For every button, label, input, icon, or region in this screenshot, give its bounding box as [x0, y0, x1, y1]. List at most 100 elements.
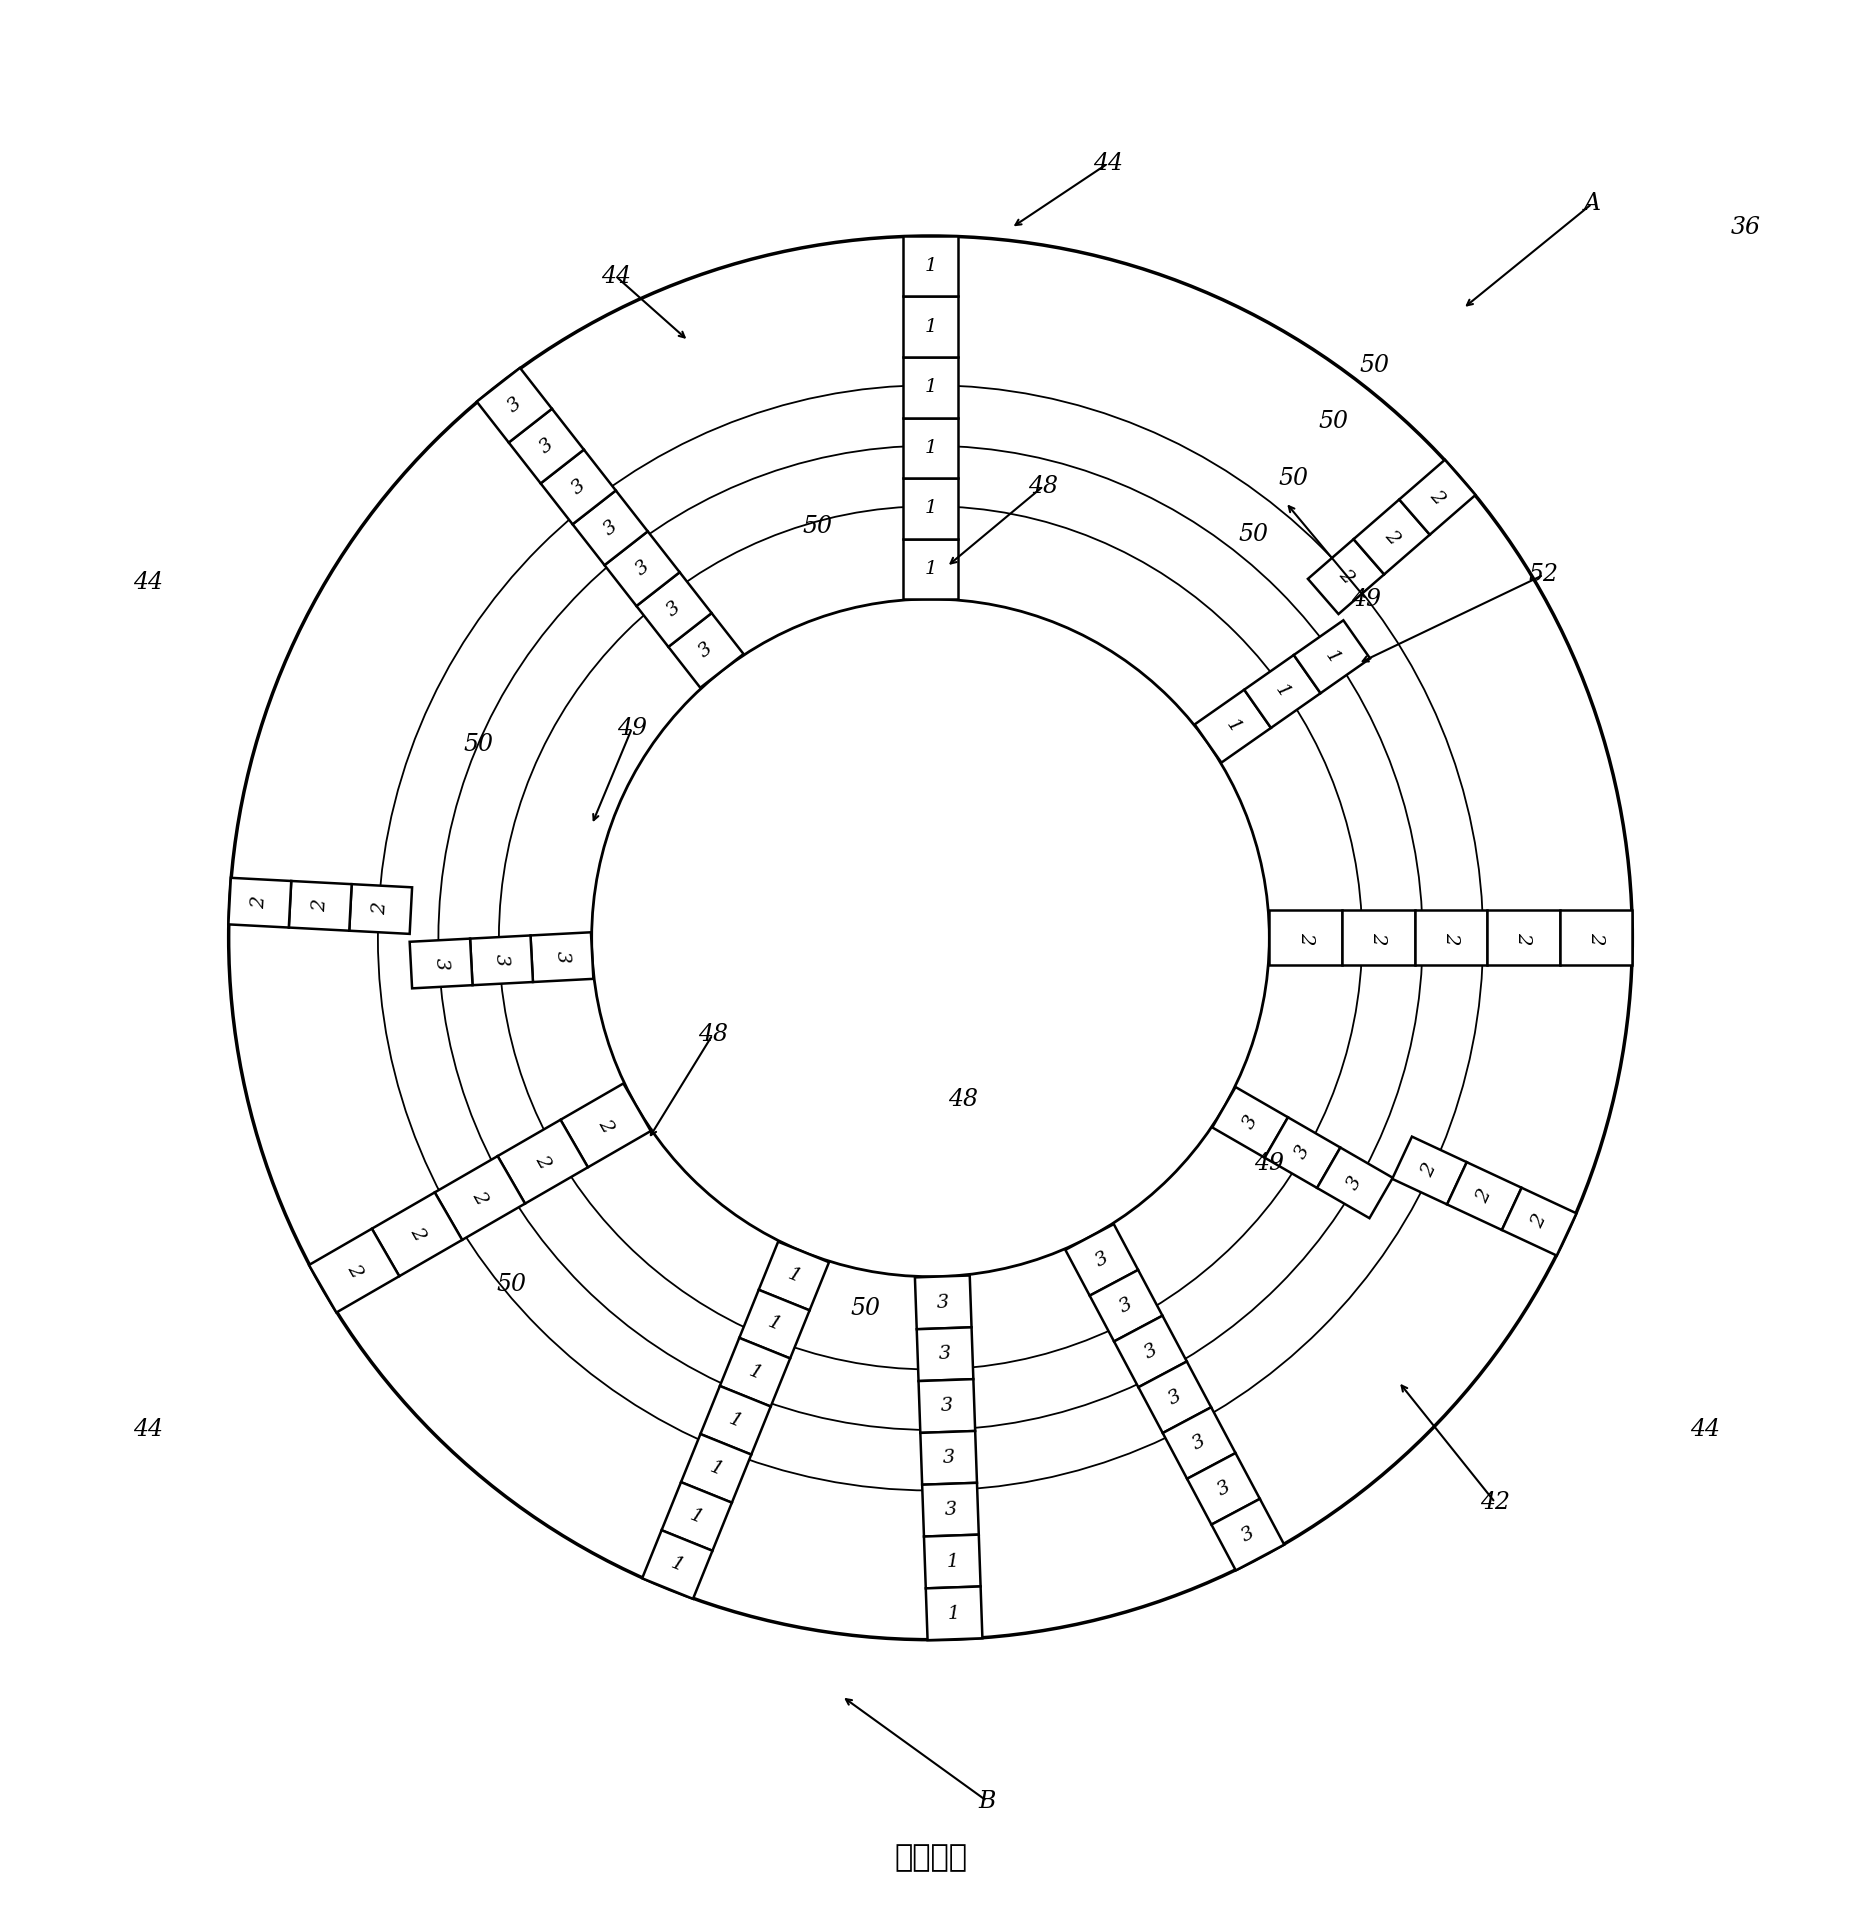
Polygon shape: [720, 1337, 791, 1406]
Text: 48: 48: [947, 1088, 977, 1111]
Text: 2: 2: [1442, 931, 1459, 945]
Text: 50: 50: [850, 1297, 880, 1320]
Text: 3: 3: [942, 1448, 955, 1468]
Text: 1: 1: [925, 318, 936, 335]
Polygon shape: [1091, 1270, 1163, 1341]
Text: 1: 1: [726, 1410, 744, 1431]
Text: 1: 1: [925, 559, 936, 579]
Polygon shape: [605, 531, 679, 605]
Text: 3: 3: [1165, 1387, 1184, 1408]
Polygon shape: [916, 1276, 971, 1330]
Text: 3: 3: [536, 435, 556, 458]
Polygon shape: [700, 1385, 770, 1454]
Polygon shape: [471, 935, 532, 985]
Polygon shape: [1487, 910, 1560, 966]
Text: 50: 50: [1279, 466, 1308, 489]
Polygon shape: [350, 883, 411, 933]
Polygon shape: [1318, 1148, 1392, 1219]
Text: 2: 2: [469, 1188, 491, 1207]
Polygon shape: [508, 408, 584, 483]
Text: 3: 3: [491, 954, 510, 968]
Text: 2: 2: [1370, 931, 1386, 945]
Text: 2: 2: [1381, 527, 1403, 548]
Polygon shape: [661, 1483, 731, 1550]
Text: 3: 3: [1239, 1113, 1262, 1132]
Text: 3: 3: [938, 1345, 951, 1364]
Text: 1: 1: [687, 1506, 705, 1527]
Text: 2: 2: [1515, 931, 1532, 945]
Polygon shape: [309, 1228, 400, 1312]
Text: 2: 2: [1474, 1186, 1494, 1205]
Polygon shape: [1308, 538, 1385, 613]
Text: 49: 49: [1254, 1152, 1284, 1175]
Text: 3: 3: [1213, 1477, 1234, 1500]
Text: 3: 3: [944, 1500, 957, 1519]
Text: 3: 3: [940, 1397, 953, 1416]
Polygon shape: [1392, 1136, 1466, 1205]
Text: 2: 2: [1418, 1161, 1440, 1180]
Polygon shape: [1139, 1362, 1212, 1433]
Polygon shape: [573, 490, 648, 565]
Text: 2: 2: [1427, 487, 1448, 508]
Text: 48: 48: [1029, 475, 1059, 498]
Polygon shape: [288, 881, 352, 931]
Text: 1: 1: [1321, 646, 1344, 667]
Polygon shape: [1064, 1224, 1139, 1295]
Text: 50: 50: [1319, 410, 1349, 433]
Text: 2: 2: [1297, 931, 1314, 945]
Text: 44: 44: [1092, 151, 1122, 174]
Text: 44: 44: [132, 1418, 164, 1441]
Text: 2: 2: [1334, 565, 1357, 586]
Text: 50: 50: [802, 515, 832, 538]
Polygon shape: [739, 1289, 810, 1358]
Text: 50: 50: [1359, 354, 1388, 377]
Polygon shape: [372, 1192, 462, 1276]
Polygon shape: [903, 418, 958, 477]
Text: 1: 1: [785, 1265, 802, 1288]
Polygon shape: [1269, 910, 1342, 966]
Text: 现有技术: 现有技术: [893, 1843, 968, 1872]
Text: 1: 1: [765, 1314, 783, 1335]
Text: 3: 3: [1238, 1523, 1258, 1546]
Text: 1: 1: [1271, 682, 1293, 701]
Polygon shape: [925, 1586, 983, 1640]
Polygon shape: [1212, 1498, 1284, 1571]
Text: 2: 2: [596, 1115, 616, 1136]
Polygon shape: [497, 1119, 588, 1203]
Polygon shape: [1414, 910, 1487, 966]
Polygon shape: [560, 1083, 651, 1167]
Polygon shape: [917, 1328, 973, 1381]
Text: 1: 1: [1223, 717, 1243, 736]
Polygon shape: [229, 878, 292, 927]
Polygon shape: [530, 933, 594, 983]
Text: 44: 44: [1690, 1418, 1720, 1441]
Text: 49: 49: [618, 717, 648, 740]
Polygon shape: [1502, 1188, 1576, 1255]
Text: 50: 50: [497, 1274, 527, 1297]
Polygon shape: [903, 356, 958, 418]
Polygon shape: [1448, 1163, 1522, 1230]
Polygon shape: [1212, 1086, 1288, 1157]
Text: 3: 3: [1189, 1431, 1210, 1454]
Polygon shape: [903, 297, 958, 356]
Text: 49: 49: [1351, 588, 1381, 611]
Polygon shape: [636, 573, 711, 648]
Polygon shape: [1293, 621, 1370, 694]
Text: 52: 52: [1528, 563, 1560, 586]
Text: 3: 3: [568, 475, 588, 498]
Text: 3: 3: [504, 395, 525, 416]
Polygon shape: [1560, 910, 1632, 966]
Text: 2: 2: [372, 902, 391, 916]
Polygon shape: [1245, 655, 1321, 728]
Polygon shape: [1187, 1452, 1260, 1525]
Text: 36: 36: [1731, 217, 1761, 240]
Polygon shape: [542, 450, 616, 525]
Text: 3: 3: [1117, 1295, 1135, 1316]
Polygon shape: [409, 939, 473, 989]
Text: 50: 50: [1238, 523, 1267, 546]
Text: 50: 50: [463, 732, 493, 755]
Polygon shape: [1115, 1316, 1187, 1387]
Polygon shape: [435, 1155, 525, 1240]
Text: 2: 2: [406, 1224, 428, 1243]
Polygon shape: [681, 1433, 752, 1502]
